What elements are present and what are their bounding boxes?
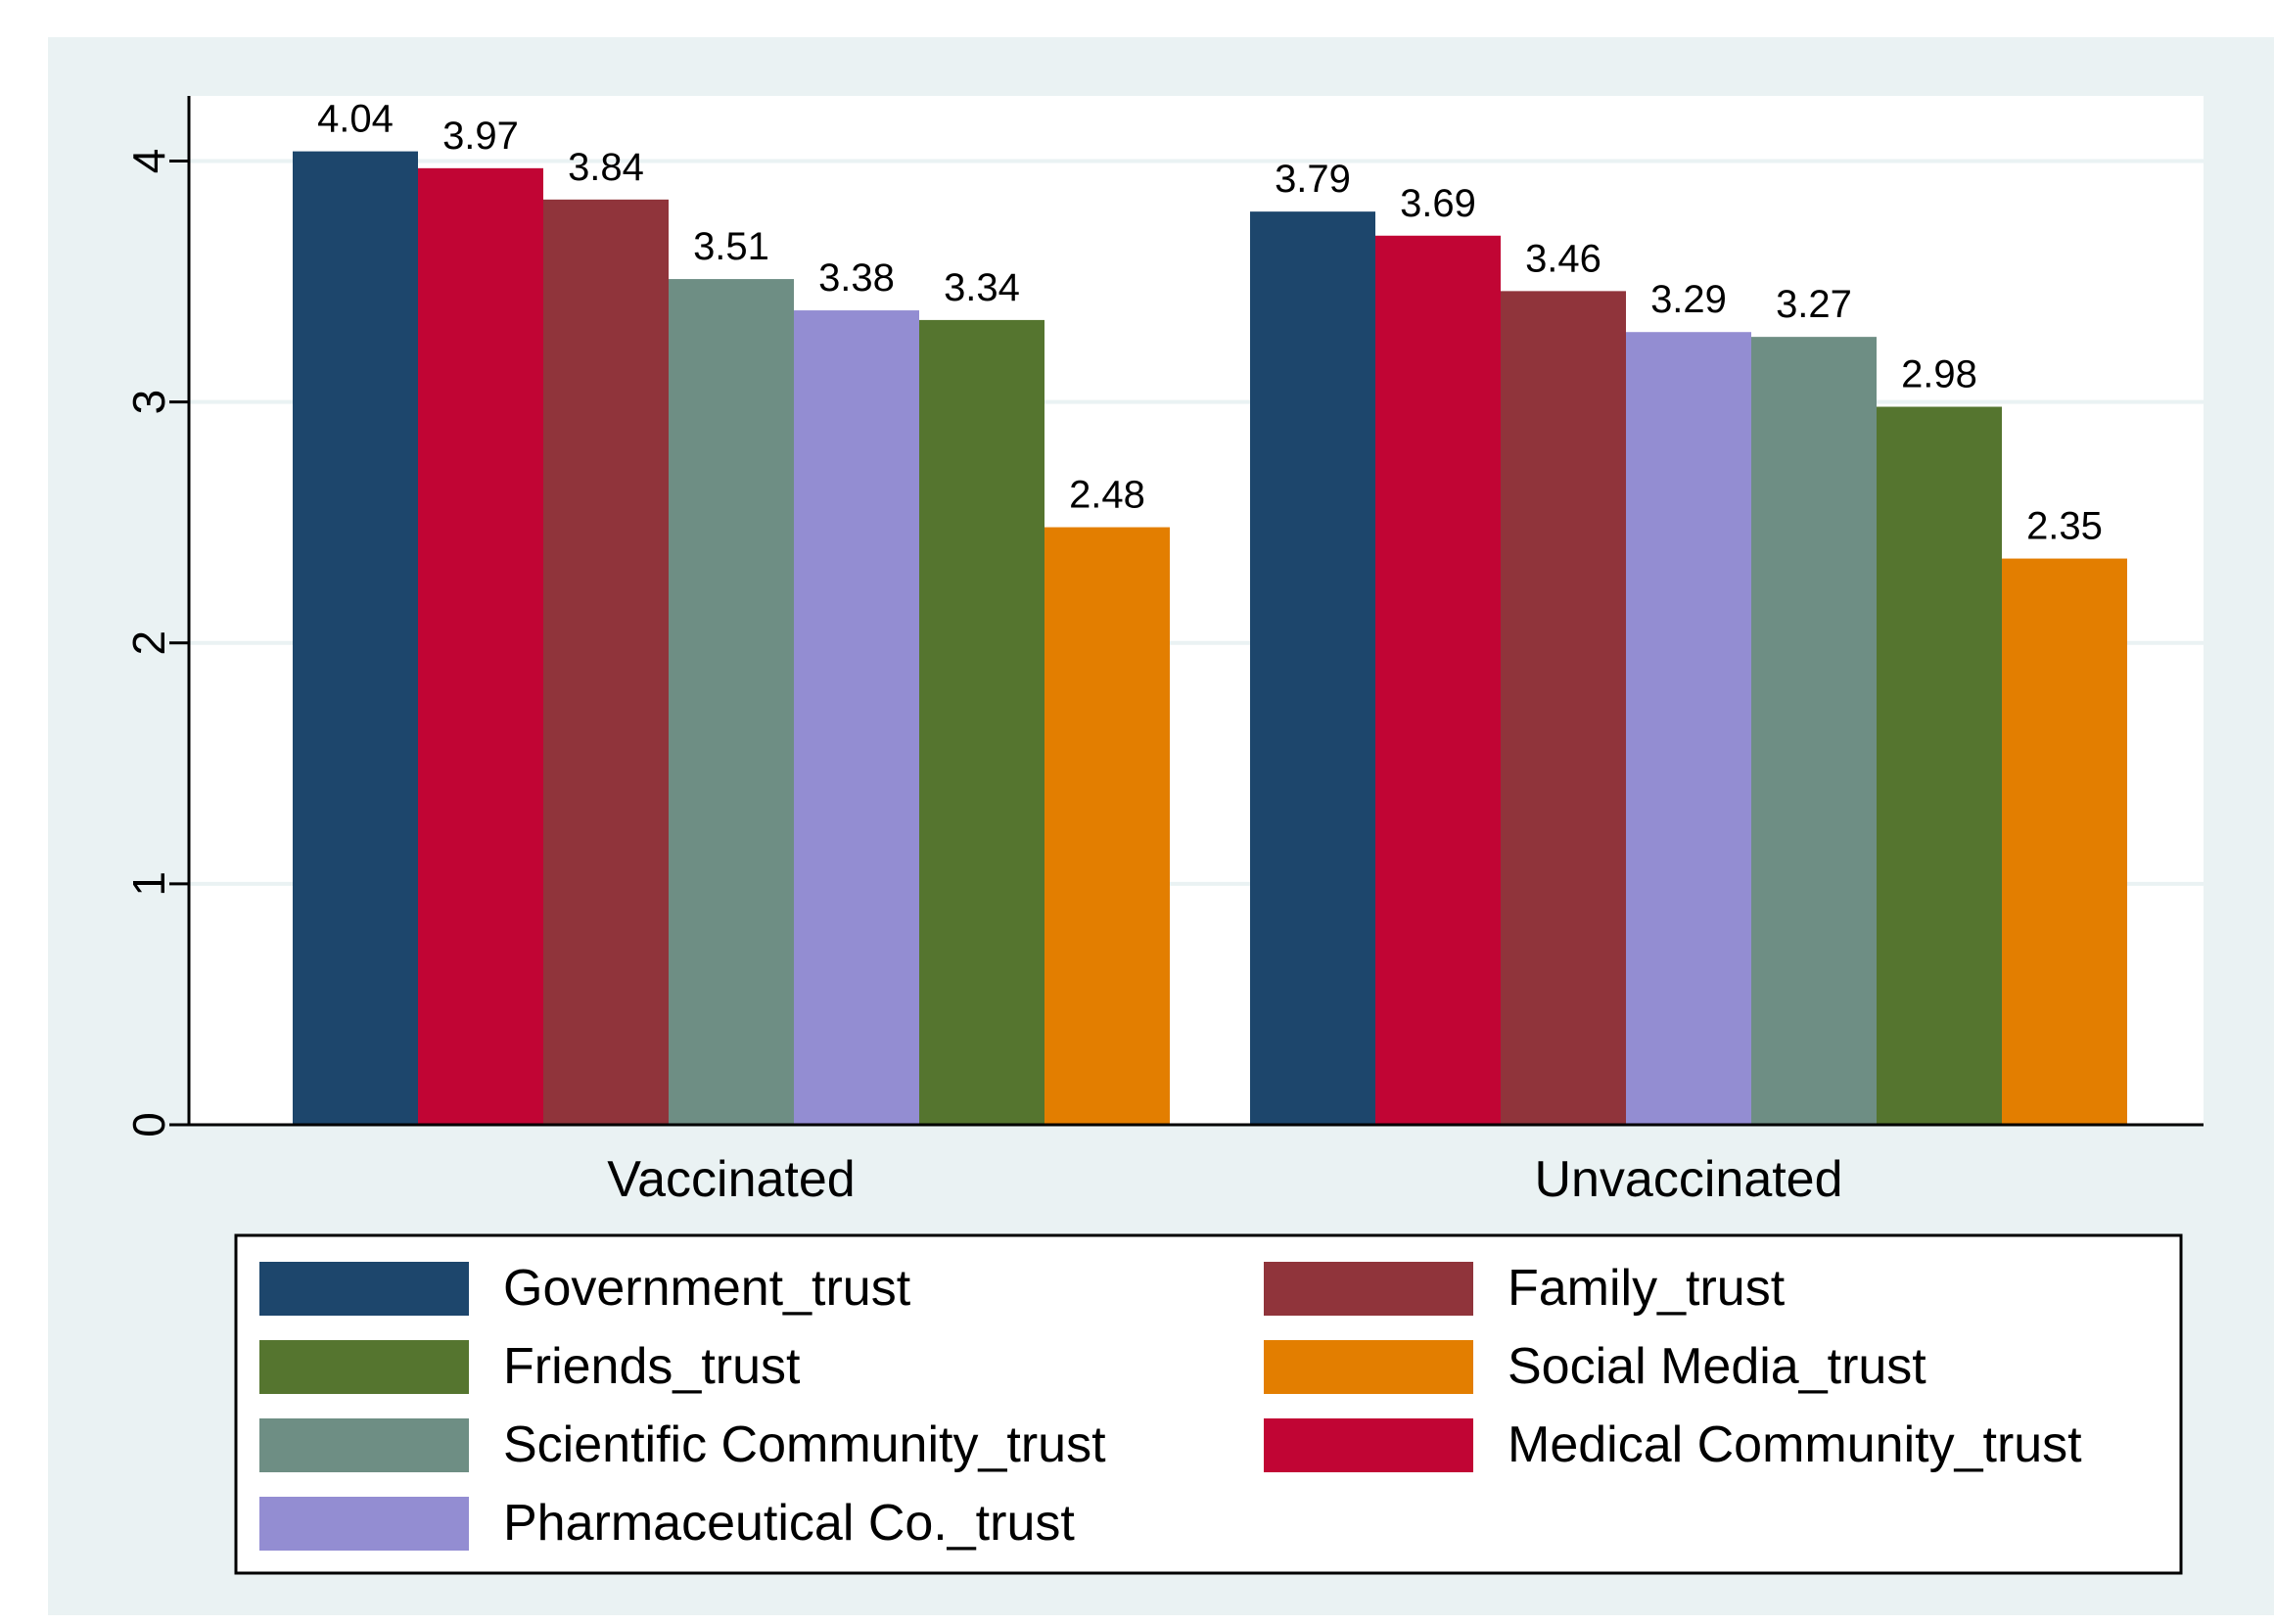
bar-value-label: 4.04 <box>317 98 394 141</box>
bar-value-label: 2.98 <box>1901 353 1977 396</box>
y-tick-label: 4 <box>123 149 174 174</box>
y-tick-label: 3 <box>123 390 174 415</box>
bar-value-label: 3.29 <box>1650 278 1727 321</box>
legend-label: Pharmaceutical Co._trust <box>503 1495 1075 1552</box>
bar-value-label: 2.35 <box>2026 505 2103 548</box>
bar <box>418 167 543 1125</box>
legend-label: Medical Community_trust <box>1508 1416 2082 1473</box>
bar <box>1250 211 1375 1125</box>
bar-value-label: 3.51 <box>693 225 769 268</box>
x-category-label: Vaccinated <box>607 1151 855 1208</box>
bar <box>1877 406 2002 1125</box>
legend-swatch <box>259 1262 469 1316</box>
bar <box>1044 527 1170 1125</box>
bar-value-label: 3.79 <box>1275 158 1351 201</box>
legend-swatch <box>1264 1262 1473 1316</box>
bar-value-label: 3.97 <box>442 115 519 158</box>
bar <box>919 319 1044 1125</box>
legend-box <box>234 1233 2183 1575</box>
legend-label: Government_trust <box>503 1260 911 1317</box>
bar <box>1501 291 1626 1126</box>
legend-swatch <box>259 1418 469 1472</box>
bar-value-label: 3.84 <box>568 146 644 189</box>
bar <box>2002 558 2127 1125</box>
bar-value-label: 3.46 <box>1525 237 1601 280</box>
legend-swatch <box>259 1497 469 1551</box>
bar <box>1751 337 1877 1125</box>
bar <box>1375 235 1501 1125</box>
x-category-label: Unvaccinated <box>1534 1151 1842 1208</box>
legend-label: Scientific Community_trust <box>503 1416 1106 1473</box>
bar-value-label: 3.27 <box>1776 283 1852 326</box>
bar <box>1626 332 1751 1125</box>
legend-label: Friends_trust <box>503 1338 801 1395</box>
bar-value-label: 3.69 <box>1400 182 1476 225</box>
legend-swatch <box>1264 1418 1473 1472</box>
bar <box>543 199 669 1126</box>
legend-label: Social Media_trust <box>1508 1338 1926 1395</box>
y-tick-label: 2 <box>123 630 174 656</box>
legend-label: Family_trust <box>1508 1260 1786 1317</box>
bar <box>794 310 919 1125</box>
bar-value-label: 2.48 <box>1069 474 1145 517</box>
bar-value-label: 3.38 <box>818 256 895 300</box>
bar <box>669 279 794 1125</box>
legend-swatch <box>259 1340 469 1394</box>
y-tick-label: 1 <box>123 871 174 897</box>
bar <box>293 151 418 1126</box>
legend-swatch <box>1264 1340 1473 1394</box>
y-tick-label: 0 <box>123 1112 174 1137</box>
bar-value-label: 3.34 <box>944 266 1020 309</box>
